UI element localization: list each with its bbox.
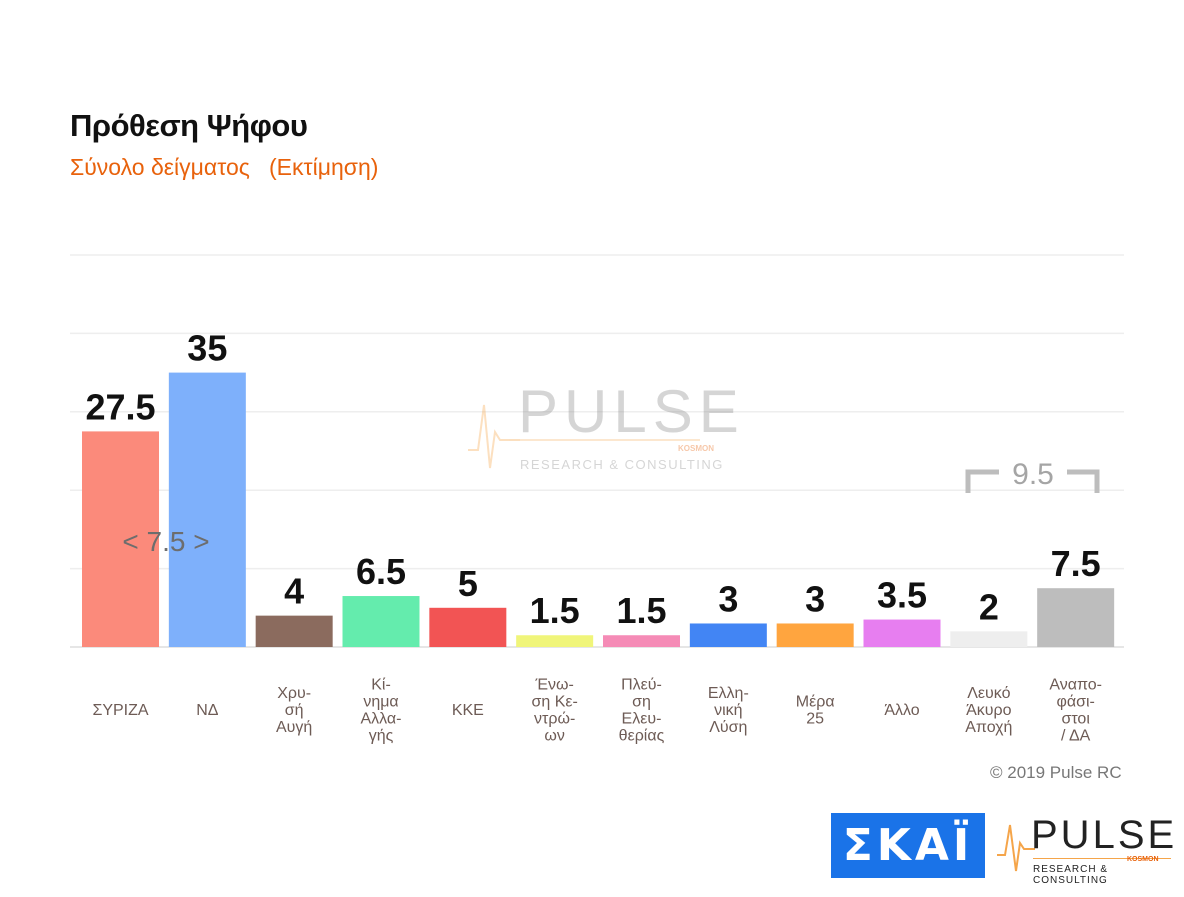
bar: [603, 635, 680, 647]
watermark-kosmon: KOSMON: [678, 444, 714, 453]
bar: [429, 607, 507, 647]
heartbeat-line-icon: [468, 404, 520, 469]
category-label: Πλεύ-ση Ελευ-θερίας: [619, 677, 665, 745]
bar: [342, 596, 420, 647]
category-label: Ελλη-νική Λύση: [708, 685, 749, 736]
bar: [168, 372, 246, 647]
category-label: ΣΥΡΙΖΑ: [92, 702, 148, 719]
bar: [255, 615, 333, 647]
bar-value-label: 1.5: [616, 590, 666, 631]
category-label: ΚΚΕ: [452, 702, 484, 719]
pulse-tagline: RESEARCH & CONSULTING: [1033, 864, 1109, 886]
bar-value-label: 35: [187, 328, 227, 369]
bar: [1037, 588, 1115, 647]
pulse-kosmon: KOSMON: [1127, 856, 1159, 863]
pulse-logo: PULSE KOSMON RESEARCH & CONSULTING: [995, 813, 1178, 886]
skai-logo: ΣΚΑΪ: [831, 813, 985, 878]
bar-value-label: 2: [979, 586, 999, 627]
bar: [863, 619, 941, 647]
bar: [950, 631, 1028, 647]
bar-value-label: 5: [458, 563, 478, 604]
category-label: Αναπο-φάσι-στοι / ΔΑ: [1049, 677, 1102, 745]
bar-value-label: 27.5: [85, 386, 155, 427]
bar-value-label: 6.5: [356, 551, 406, 592]
annotations: < 7.5 > 9.5: [122, 458, 1100, 557]
category-label: Κί-νημα Αλλα-γής: [360, 677, 401, 745]
pulse-watermark: PULSE KOSMON RESEARCH & CONSULTING: [468, 378, 745, 472]
bar: [776, 623, 854, 647]
lead-gap-annotation: < 7.5 >: [122, 526, 209, 557]
watermark-brand: PULSE: [518, 378, 745, 445]
pulse-brand: PULSE: [1031, 813, 1178, 857]
chart-subtitle: Σύνολο δείγματος (Εκτίμηση): [70, 154, 379, 180]
category-label: Ένω-ση Κε-ντρώ-ων: [531, 677, 577, 745]
category-label: Μέρα 25: [796, 694, 835, 728]
bar: [689, 623, 767, 647]
logo-rule: [1033, 858, 1171, 859]
bar: [82, 431, 159, 647]
bracket-total-label: 9.5: [1012, 458, 1054, 491]
copyright-text: © 2019 Pulse RC: [990, 763, 1122, 782]
bar-value-label: 3.5: [877, 575, 927, 616]
heartbeat-icon: [997, 824, 1035, 872]
bar-value-label: 7.5: [1051, 543, 1101, 584]
bracket-line-right: [1067, 469, 1100, 493]
bar: [516, 635, 594, 647]
bracket-line-left: [965, 469, 999, 493]
bar-value-label: 1.5: [530, 590, 580, 631]
category-label: Άλλο: [884, 702, 919, 719]
bar-value-label: 3: [718, 578, 738, 619]
bar-value-label: 3: [805, 578, 825, 619]
bar-value-label: 4: [284, 571, 304, 612]
category-label: ΝΔ: [196, 702, 219, 719]
chart-title: Πρόθεση Ψήφου: [70, 108, 308, 143]
category-label: Χρυ-σή Αυγή: [276, 685, 312, 736]
watermark-tagline: RESEARCH & CONSULTING: [520, 457, 724, 472]
category-label: Λευκό Άκυρο Αποχή: [965, 685, 1012, 736]
